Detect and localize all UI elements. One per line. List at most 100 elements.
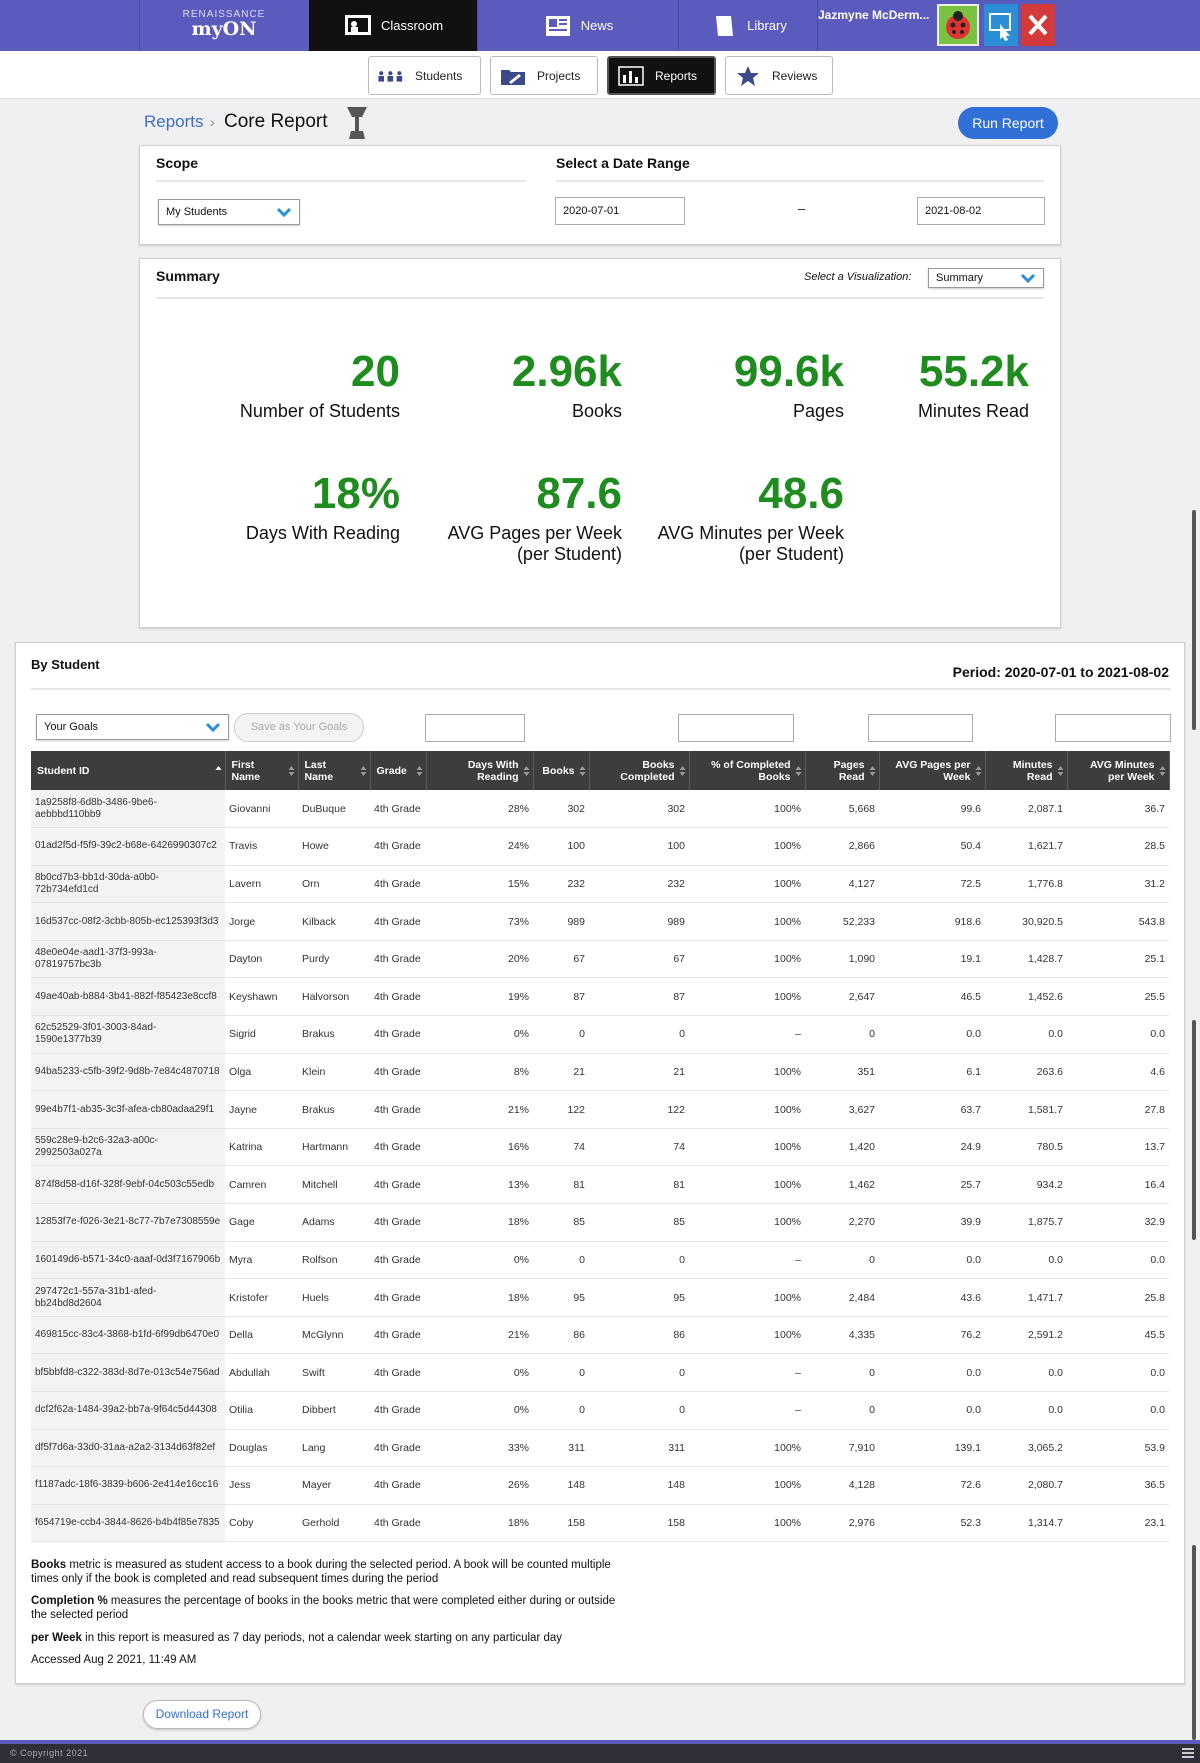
star-icon	[737, 65, 759, 86]
nav-tab-classroom[interactable]: Classroom	[309, 0, 477, 51]
run-report-button[interactable]: Run Report	[958, 107, 1058, 139]
table-row: 49ae40ab-b884-3b41-882f-f85423e8ccf8 Keys…	[31, 977, 1169, 1017]
news-icon	[545, 15, 570, 36]
column-header-pages-read[interactable]: Pages Read	[805, 751, 880, 790]
cell-books: 158	[533, 1504, 589, 1543]
cell-pages-read: 4,335	[805, 1316, 879, 1355]
column-header-pct-completed[interactable]: % of Completed Books	[689, 751, 806, 790]
column-header-label: Books	[542, 764, 575, 777]
myon-logo[interactable]: RENAISSANCE myON	[139, 0, 309, 51]
date-to-input[interactable]: 2021-08-02	[917, 197, 1045, 225]
scrollbar-thumb[interactable]	[1192, 1545, 1196, 1740]
teacher-tools-button[interactable]	[984, 4, 1018, 46]
cell-books: 100	[533, 827, 589, 866]
date-from-input[interactable]: 2020-07-01	[555, 197, 685, 225]
subnav-tab-reviews[interactable]: Reviews	[725, 56, 833, 95]
nav-tab-news[interactable]: News	[478, 0, 678, 51]
cell-grade: 4th Grade	[370, 1504, 426, 1543]
cell-pages-read: 4,128	[805, 1466, 879, 1505]
cell-pct-completed: 100%	[689, 940, 805, 979]
column-header-minutes-read[interactable]: Minutes Read	[985, 751, 1068, 790]
table-row: 01ad2f5d-f5f9-39c2-b68e-6426990307c2 Trav…	[31, 827, 1169, 866]
breadcrumb-separator: ›	[210, 114, 215, 130]
cell-avg-pages-week: 6.1	[879, 1053, 985, 1092]
goal-input-avg-pages[interactable]	[868, 714, 973, 742]
column-header-first-name[interactable]: First Name	[225, 751, 299, 790]
cell-books: 302	[533, 790, 589, 829]
cell-last-name: Huels	[298, 1278, 370, 1317]
summary-title: Summary	[156, 268, 220, 284]
column-header-label: Minutes Read	[1012, 758, 1053, 783]
cell-books: 0	[533, 1241, 589, 1280]
kpi-avg-pages-label: AVG Pages per Week	[447, 523, 622, 543]
cell-avg-minutes-week: 36.7	[1067, 790, 1169, 829]
cell-student-id: 99e4b7f1-ab35-3c3f-afea-cb80adaa29f1	[31, 1090, 225, 1129]
scrollbar-thumb[interactable]	[1192, 510, 1196, 730]
cell-first-name: Kristofer	[225, 1278, 298, 1317]
goal-input-avg-minutes[interactable]	[1055, 714, 1171, 742]
user-name[interactable]: Jazmyne McDerm...	[818, 8, 930, 22]
kpi-books-value: 2.96k	[511, 347, 622, 396]
column-header-label: Days With Reading	[467, 758, 519, 783]
cell-first-name: Jorge	[225, 902, 298, 941]
cell-minutes-read: 2,087.1	[985, 790, 1067, 829]
column-header-avg-pages-week[interactable]: AVG Pages per Week	[879, 751, 986, 790]
cell-grade: 4th Grade	[370, 977, 426, 1017]
column-header-books-completed[interactable]: Books Completed	[589, 751, 690, 790]
cell-minutes-read: 2,591.2	[985, 1316, 1067, 1355]
cell-avg-pages-week: 0.0	[879, 1353, 985, 1392]
table-row: 48e0e04e-aad1-37f3-993a-07819757bc3b Dayt…	[31, 940, 1169, 979]
cell-minutes-read: 1,875.7	[985, 1203, 1067, 1242]
cell-books: 232	[533, 865, 589, 904]
column-header-grade[interactable]: Grade	[370, 751, 427, 790]
cell-books: 67	[533, 940, 589, 979]
goal-input-days[interactable]	[425, 714, 525, 742]
summary-panel: Summary Select a Visualization: Summary …	[139, 258, 1061, 628]
table-row: 16d537cc-08f2-3cbb-805b-ec125393f3d3 Jorg…	[31, 902, 1169, 941]
cell-pct-completed: 100%	[689, 977, 805, 1017]
subnav-tab-reports[interactable]: Reports	[607, 56, 716, 95]
menu-icon[interactable]	[1182, 1747, 1194, 1759]
column-header-label: Student ID	[37, 764, 90, 777]
nav-tab-library[interactable]: Library	[679, 0, 817, 51]
sort-icon	[523, 765, 529, 776]
cell-grade: 4th Grade	[370, 865, 426, 904]
avatar[interactable]	[937, 4, 979, 46]
cell-avg-minutes-week: 27.8	[1067, 1090, 1169, 1129]
sort-icon	[215, 765, 221, 770]
books-note-text: metric is measured as student access to …	[31, 1559, 611, 1585]
sort-icon	[869, 765, 875, 776]
breadcrumb-reports-link[interactable]: Reports	[144, 112, 204, 131]
logout-button[interactable]	[1021, 4, 1055, 46]
subnav-tab-students[interactable]: Students	[368, 56, 481, 95]
cell-pages-read: 2,270	[805, 1203, 879, 1242]
scrollbar-thumb[interactable]	[1192, 1020, 1196, 1240]
save-goals-button[interactable]: Save as Your Goals	[234, 713, 364, 742]
cell-pct-completed: 100%	[689, 1429, 805, 1468]
cell-grade: 4th Grade	[370, 1090, 426, 1129]
divider	[31, 688, 1171, 690]
sort-icon	[579, 765, 585, 776]
column-header-student-id[interactable]: Student ID	[31, 751, 226, 790]
column-header-days-with-reading[interactable]: Days With Reading	[426, 751, 534, 790]
cell-last-name: Hartmann	[298, 1128, 370, 1167]
cell-books-completed: 989	[589, 902, 689, 941]
column-header-books[interactable]: Books	[533, 751, 590, 790]
cell-last-name: Mitchell	[298, 1165, 370, 1205]
visualization-select[interactable]: Summary	[928, 268, 1044, 288]
goal-input-completed[interactable]	[678, 714, 794, 742]
goals-select[interactable]: Your Goals	[36, 714, 229, 740]
subnav-tab-projects[interactable]: Projects	[490, 56, 598, 95]
cell-first-name: Gage	[225, 1203, 298, 1242]
cell-pct-completed: –	[689, 1391, 805, 1430]
cell-last-name: Howe	[298, 827, 370, 866]
scope-select[interactable]: My Students	[158, 199, 300, 225]
column-header-last-name[interactable]: Last Name	[298, 751, 371, 790]
cell-last-name: Brakus	[298, 1090, 370, 1129]
column-header-avg-minutes-week[interactable]: AVG Minutes per Week	[1067, 751, 1170, 790]
cell-first-name: Jess	[225, 1466, 298, 1505]
cell-grade: 4th Grade	[370, 790, 426, 829]
download-report-button[interactable]: Download Report	[143, 1700, 261, 1729]
cell-pct-completed: 100%	[689, 790, 805, 829]
cell-last-name: Orn	[298, 865, 370, 904]
